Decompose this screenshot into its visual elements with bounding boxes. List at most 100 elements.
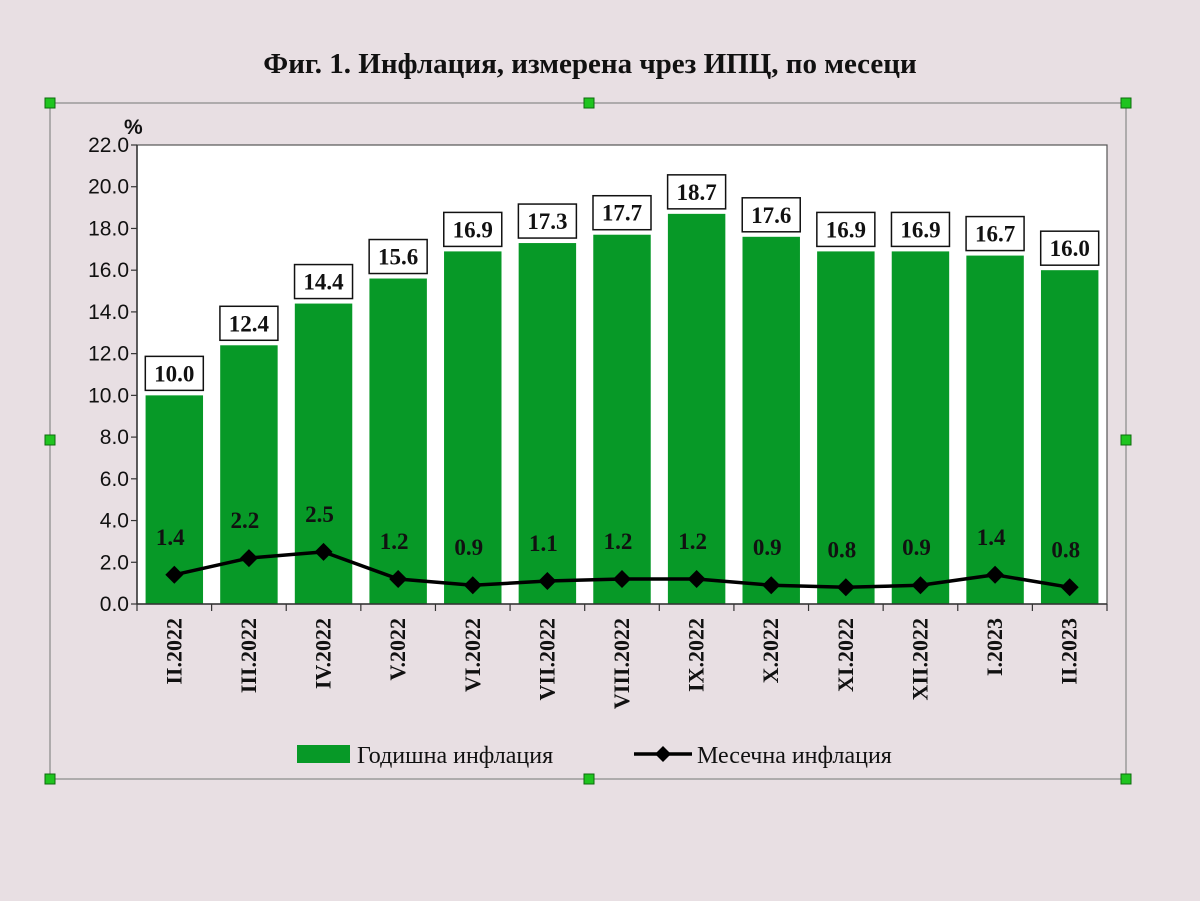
line-data-label: 1.4 xyxy=(977,525,1006,550)
line-point xyxy=(1060,578,1079,597)
x-category-label: XI.2022 xyxy=(833,618,858,692)
bar-data-label: 12.4 xyxy=(229,311,270,336)
line-point xyxy=(836,578,855,597)
bar-data-label: 10.0 xyxy=(154,361,194,386)
x-category-label: II.2023 xyxy=(1057,618,1082,685)
line-point xyxy=(986,565,1005,584)
y-tick-label: 20.0 xyxy=(88,176,129,199)
bar-data-label-box xyxy=(443,211,503,248)
legend-line-label: Месечна инфлация xyxy=(697,743,892,769)
selection-handles[interactable] xyxy=(44,97,1132,785)
y-tick-label: 16.0 xyxy=(88,259,129,282)
x-category-label: IV.2022 xyxy=(311,618,336,689)
resize-handle-top-right[interactable] xyxy=(1120,97,1132,109)
x-category-label: V.2022 xyxy=(385,618,410,681)
y-tick-label: 14.0 xyxy=(88,301,129,324)
x-category-label: III.2022 xyxy=(236,618,261,693)
line-point xyxy=(165,565,184,584)
resize-handle-middle-left[interactable] xyxy=(44,434,56,446)
line-point xyxy=(463,576,482,595)
resize-handle-bottom-middle[interactable] xyxy=(583,773,595,785)
bar-data-label: 15.6 xyxy=(378,245,418,270)
x-category-label: IX.2022 xyxy=(684,618,709,692)
bar-data-label: 14.4 xyxy=(303,270,344,295)
line-data-label: 1.2 xyxy=(380,529,409,554)
resize-handle-bottom-right[interactable] xyxy=(1120,773,1132,785)
bar xyxy=(891,251,950,604)
y-tick-label: 2.0 xyxy=(100,551,129,574)
bar-data-label-box xyxy=(368,238,428,275)
resize-handle-top-left[interactable] xyxy=(44,97,56,109)
line-data-label: 0.8 xyxy=(827,537,856,562)
bar-data-label-box xyxy=(144,355,205,392)
bar-data-labels: 10.0 12.4 14.4 15.6 16.9 17.3 17.7 18.7 17.6 16.9… xyxy=(144,174,1100,392)
bar-data-label: 17.7 xyxy=(602,201,642,226)
line-data-label: 1.2 xyxy=(604,529,633,554)
line-data-label: 2.5 xyxy=(305,502,334,527)
y-tick-label: 12.0 xyxy=(88,343,129,366)
x-category-label: XII.2022 xyxy=(907,618,932,701)
bar xyxy=(966,255,1024,604)
bar xyxy=(518,243,577,605)
bar-data-label-box xyxy=(666,174,727,210)
x-axis: II.2022 III.2022 IV.2022 V.2022 VI.2022 VII.2… xyxy=(136,603,1108,709)
bar-data-label: 16.9 xyxy=(453,217,493,242)
line-data-label: 0.9 xyxy=(753,535,782,560)
resize-handle-bottom-left[interactable] xyxy=(44,773,56,785)
bar-data-label-box xyxy=(1039,230,1100,266)
bar-data-label-box xyxy=(816,211,876,248)
y-axis-unit: % xyxy=(124,116,143,139)
bar xyxy=(593,234,651,605)
resize-handle-top-middle[interactable] xyxy=(583,97,595,109)
x-category-label: VIII.2022 xyxy=(609,618,634,709)
bar-data-label-box xyxy=(219,305,279,342)
y-tick-label: 4.0 xyxy=(100,510,129,533)
bar-data-label: 18.7 xyxy=(676,180,716,205)
legend-line-marker xyxy=(655,746,671,762)
resize-handle-middle-right[interactable] xyxy=(1120,434,1132,446)
bar xyxy=(1040,270,1099,604)
bar-data-label-box xyxy=(517,203,578,239)
line-data-label: 0.9 xyxy=(454,535,483,560)
bar-data-label-box xyxy=(293,263,354,300)
bar-data-label: 17.3 xyxy=(527,209,567,234)
line-data-label: 1.4 xyxy=(156,525,185,550)
x-category-label: X.2022 xyxy=(758,618,783,683)
bar-data-label: 17.6 xyxy=(751,203,791,228)
bar-data-label-box xyxy=(592,194,652,231)
bar xyxy=(667,213,726,604)
legend: Годишна инфлация Месечна инфлация xyxy=(297,743,892,769)
line-point xyxy=(389,569,408,588)
y-tick-label: 6.0 xyxy=(100,468,129,491)
y-tick-label: 0.0 xyxy=(100,593,129,616)
x-category-label: I.2023 xyxy=(982,618,1007,676)
y-tick-label: 8.0 xyxy=(100,426,129,449)
y-tick-label: 22.0 xyxy=(88,134,129,157)
x-category-label: VII.2022 xyxy=(534,618,559,701)
bar xyxy=(817,251,875,604)
line-point xyxy=(239,549,258,568)
bar xyxy=(369,278,427,604)
x-category-label: VI.2022 xyxy=(460,618,485,692)
line-data-labels: 1.4 2.2 2.5 1.2 0.9 1.1 1.2 1.2 0.9 0.8 0.9 1.4 0.8 xyxy=(156,502,1080,562)
line-data-label: 2.2 xyxy=(231,508,260,533)
line-point xyxy=(613,569,631,588)
bar-data-label: 16.9 xyxy=(900,217,940,242)
line-point xyxy=(911,576,930,595)
chart-title: Фиг. 1. Инфлация, измерена чрез ИПЦ, по … xyxy=(263,48,917,80)
bar-data-label: 16.9 xyxy=(826,217,866,242)
line-point xyxy=(314,542,333,561)
line-data-label: 1.2 xyxy=(678,529,707,554)
y-axis: 0.0 2.0 4.0 6.0 8.0 10.0 12.0 14.0 16.0 18.0 20.0 2… xyxy=(88,134,138,616)
bar-data-label-box xyxy=(890,211,951,248)
line-data-label: 0.9 xyxy=(902,535,931,560)
bar xyxy=(444,251,502,604)
legend-bar-swatch xyxy=(297,745,350,763)
line-point xyxy=(538,572,557,591)
line-point xyxy=(687,569,706,588)
line-data-label: 0.8 xyxy=(1051,537,1080,562)
line-point xyxy=(762,576,781,595)
line-series xyxy=(165,542,1079,597)
bar-data-label: 16.0 xyxy=(1050,236,1090,261)
